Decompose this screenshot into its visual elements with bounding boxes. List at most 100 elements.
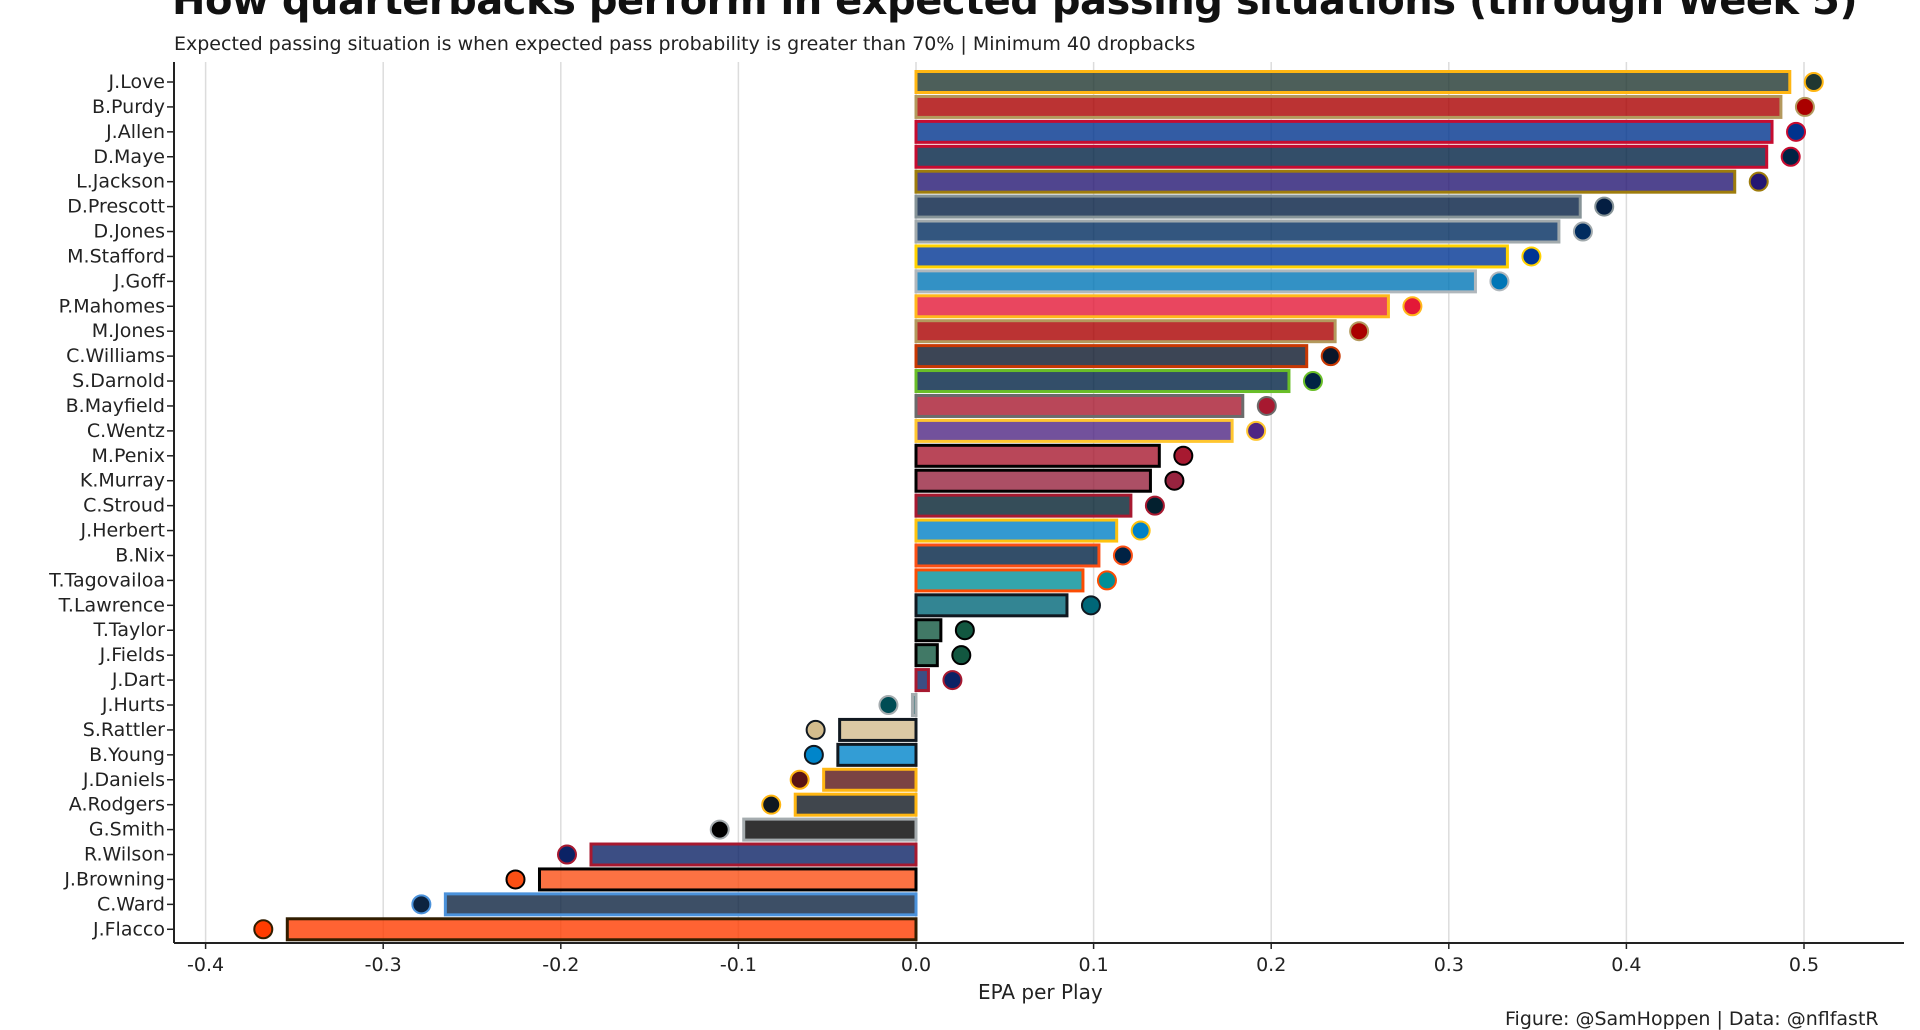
y-tick-label: C.Wentz <box>87 420 165 442</box>
team-logo-icon <box>942 670 963 691</box>
y-tick-label: B.Nix <box>115 544 165 566</box>
y-tick-label: B.Young <box>89 744 165 766</box>
team-logo-icon-was <box>789 769 810 790</box>
bar-s-darnold <box>914 369 1291 394</box>
team-logo-icon <box>1246 420 1267 441</box>
y-tick-label: L.Jackson <box>76 171 165 193</box>
y-tick-label: K.Murray <box>80 470 165 492</box>
y-tick-label: S.Rattler <box>83 719 165 741</box>
team-logo-icon-chi <box>1320 346 1341 367</box>
bar-t-taylor <box>914 618 943 643</box>
y-tick-label: M.Jones <box>92 320 165 342</box>
team-logo-icon-car <box>803 744 824 765</box>
team-logo-icon-nyj <box>951 645 972 666</box>
bar-j-flacco <box>285 917 918 942</box>
bar-j-herbert <box>914 518 1119 543</box>
bar-r-wilson <box>589 842 918 867</box>
y-tick-label: G.Smith <box>89 819 165 841</box>
x-axis-label: EPA per Play <box>978 980 1103 1004</box>
team-logo-icon <box>253 919 274 940</box>
team-logo-icon <box>1256 395 1277 416</box>
y-tick-label: D.Maye <box>93 146 165 168</box>
bar-j-dart <box>914 668 930 693</box>
y-tick-label: J.Goff <box>113 270 166 292</box>
team-logo-icon <box>1402 296 1423 317</box>
team-logo-icon <box>1489 271 1510 292</box>
bar-t-tagovailoa <box>914 568 1085 593</box>
team-logo-icon-sea <box>1302 371 1323 392</box>
team-logo-icon <box>556 844 577 865</box>
team-logo-icon-la <box>1521 246 1542 267</box>
bar-b-young <box>836 742 918 767</box>
team-logo-icon-mia <box>1096 570 1117 591</box>
y-tick-label: J.Love <box>108 71 165 93</box>
chart-caption: Figure: @SamHoppen | Data: @nflfastR <box>1505 1008 1879 1030</box>
team-logo-icon <box>954 620 975 641</box>
bar-j-browning <box>537 867 918 892</box>
team-logo-icon <box>1349 321 1370 342</box>
y-tick-label: M.Penix <box>92 445 165 467</box>
y-tick-label: B.Purdy <box>92 96 165 118</box>
y-tick-label: S.Darnold <box>72 370 165 392</box>
team-logo-icon <box>803 744 824 765</box>
bar-g-smith <box>742 817 918 842</box>
bar-d-maye <box>914 144 1769 169</box>
y-tick-label: T.Taylor <box>93 619 166 641</box>
bar-m-stafford <box>914 244 1509 269</box>
team-logo-icon-lac <box>1130 520 1151 541</box>
team-logo-icon <box>1096 570 1117 591</box>
bar-c-stroud <box>914 493 1133 518</box>
team-logo-icon <box>1320 346 1341 367</box>
y-tick-label: J.Flacco <box>92 918 165 940</box>
team-logo-icon <box>411 894 432 915</box>
team-logo-icon-kc <box>1402 296 1423 317</box>
x-tick-label: -0.2 <box>542 954 579 976</box>
team-logo-icon-den <box>1112 545 1133 566</box>
team-logo-icon <box>1521 246 1542 267</box>
bar-k-murray <box>914 468 1152 493</box>
x-tick-label: -0.3 <box>365 954 402 976</box>
bar-s-rattler <box>838 717 918 742</box>
bar-j-hurts <box>910 693 918 717</box>
y-tick-label: D.Prescott <box>67 196 165 218</box>
chart-title: How quarterbacks perform in expected pas… <box>172 0 1858 24</box>
y-tick-label: J.Allen <box>105 121 165 143</box>
bar-b-nix <box>914 543 1101 568</box>
team-logo-icon <box>1144 495 1165 516</box>
team-logo-icon <box>1302 371 1323 392</box>
team-logo-icon-det <box>1489 271 1510 292</box>
bar-t-lawrence <box>914 593 1069 618</box>
bar-a-rodgers <box>793 792 918 817</box>
y-tick-label: R.Wilson <box>84 844 165 866</box>
team-logo-icon <box>761 794 782 815</box>
y-tick-label: J.Herbert <box>80 520 165 542</box>
team-logo-icon <box>878 695 899 715</box>
team-logo-icon <box>1803 72 1824 92</box>
y-tick-label: C.Stroud <box>83 495 165 517</box>
bar-c-wentz <box>914 418 1234 443</box>
team-logo-icon-min <box>1246 420 1267 441</box>
y-tick-label: J.Fields <box>99 644 165 666</box>
team-logo-icon <box>1780 146 1801 167</box>
team-logo-icon-buf <box>1786 121 1807 142</box>
team-logo-icon-jax <box>1080 595 1101 616</box>
bar-j-allen <box>914 119 1774 144</box>
team-logo-icon-bal <box>1748 171 1769 192</box>
team-logo-icon-dal <box>1594 196 1615 217</box>
y-tick-label: A.Rodgers <box>69 794 165 816</box>
bar-d-prescott <box>914 194 1582 219</box>
y-tick-label: J.Daniels <box>82 769 165 791</box>
team-logo-icon <box>1080 595 1101 616</box>
bar-p-mahomes <box>914 294 1390 319</box>
bar-j-love <box>914 70 1792 94</box>
team-logo-icon-pit <box>761 794 782 815</box>
team-logo-icon <box>1173 445 1194 466</box>
team-logo-icon-sf <box>1794 96 1815 117</box>
bar-m-penix <box>914 443 1161 468</box>
team-logo-icon <box>1786 121 1807 142</box>
team-logo-icon-cle <box>253 919 274 940</box>
y-tick-label: C.Ward <box>97 893 165 915</box>
team-logo-icon-phi <box>878 695 899 715</box>
team-logo-icon <box>1130 520 1151 541</box>
